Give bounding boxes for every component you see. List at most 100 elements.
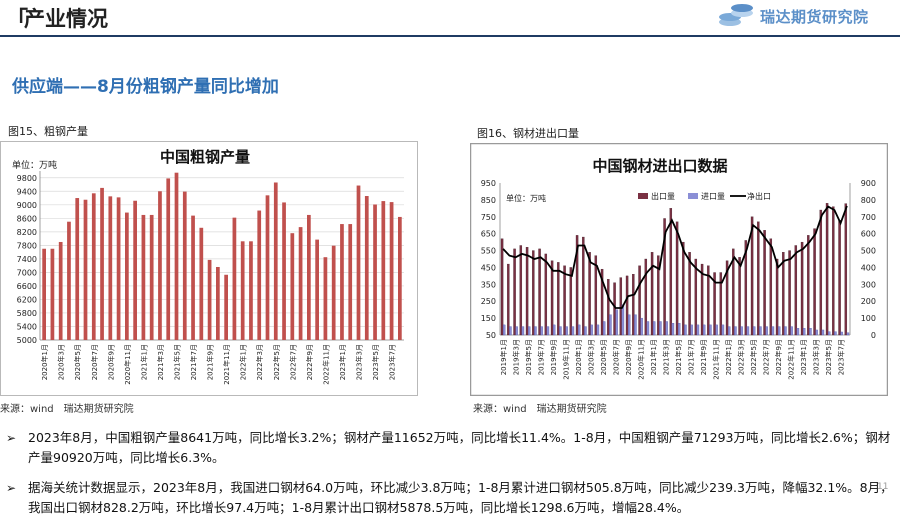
import-bar <box>509 326 512 336</box>
y-tick-label: 9000 <box>17 201 37 210</box>
export-bar <box>725 260 729 336</box>
export-bar <box>625 275 629 336</box>
bar <box>265 195 270 340</box>
export-bar <box>644 258 648 336</box>
y-tick-label: 9400 <box>17 187 37 196</box>
x-tick-label: 2019年3月 <box>512 339 521 375</box>
figure16-caption: 图16、钢材进出口量 <box>477 127 579 140</box>
import-bar <box>652 321 656 336</box>
x-tick-label: 2022年1月 <box>724 339 733 375</box>
y-tick-label: 9800 <box>17 174 37 183</box>
import-bar <box>709 324 712 336</box>
chart-title: 中国钢材进出口数据 <box>592 157 727 175</box>
export-bar <box>732 248 735 336</box>
legend-swatch <box>688 193 698 199</box>
export-bar <box>744 240 748 336</box>
bullet-text: 据海关统计数据显示，2023年8月，我国进口钢材64.0万吨，环比减少3.8万吨… <box>28 480 893 515</box>
section-header: 「 产业情况 瑞达期货研究院 <box>0 0 900 36</box>
x-tick-label: 2021年7月 <box>189 344 198 380</box>
export-bar <box>682 241 685 336</box>
import-bar <box>846 332 850 336</box>
import-bar <box>640 317 643 336</box>
import-bar <box>584 326 587 336</box>
x-tick-label: 2021年11月 <box>222 344 231 385</box>
export-bar <box>588 252 591 336</box>
export-bar <box>769 238 773 336</box>
x-tick-label: 2021年3月 <box>156 344 165 380</box>
left-y-tick-label: 850 <box>481 196 496 205</box>
left-y-tick-label: 50 <box>486 331 496 340</box>
x-tick-label: 2021年11月 <box>712 339 721 380</box>
export-bar <box>807 235 810 336</box>
x-tick-label: 2023年5月 <box>824 339 833 375</box>
import-bar <box>690 324 693 336</box>
x-tick-label: 2023年1月 <box>799 339 808 375</box>
x-tick-label: 2021年3月 <box>662 339 671 375</box>
import-bar <box>727 326 731 336</box>
bar <box>141 214 146 340</box>
legend-label: 出口量 <box>651 191 675 201</box>
bar <box>323 257 328 340</box>
export-bar <box>538 248 541 336</box>
bar <box>331 245 336 340</box>
x-tick-label: 2020年5月 <box>599 339 608 375</box>
x-tick-label: 2020年7月 <box>90 344 99 380</box>
export-bar <box>594 255 598 336</box>
bar <box>116 197 121 340</box>
import-bar <box>559 326 562 336</box>
bar <box>133 200 137 340</box>
x-tick-label: 2022年7月 <box>288 344 297 380</box>
bar <box>91 193 96 340</box>
x-tick-label: 2022年1月 <box>239 344 248 380</box>
import-bar <box>602 321 606 336</box>
export-bar <box>569 267 573 336</box>
bar <box>182 191 187 340</box>
bar <box>290 233 295 340</box>
header-rule <box>0 35 900 37</box>
x-tick-label: 2020年9月 <box>624 339 633 375</box>
import-bar <box>696 324 700 336</box>
x-tick-label: 2020年5月 <box>73 344 82 380</box>
import-bar <box>634 314 637 336</box>
export-bar <box>825 203 829 336</box>
x-tick-label: 2023年3月 <box>812 339 821 375</box>
bar <box>75 198 80 340</box>
x-tick-label: 2019年11月 <box>562 339 571 380</box>
x-tick-label: 2022年3月 <box>737 339 746 375</box>
import-bar <box>677 323 681 336</box>
import-bar <box>552 324 556 336</box>
chart-title: 中国粗钢产量 <box>160 148 250 166</box>
bar <box>257 210 262 340</box>
bar <box>174 172 179 340</box>
export-bar <box>557 262 560 336</box>
export-bar <box>638 265 641 336</box>
import-bar <box>790 326 793 336</box>
export-bar <box>713 272 716 336</box>
import-bar <box>590 324 593 336</box>
x-tick-label: 2020年3月 <box>57 344 66 380</box>
export-bar <box>600 268 604 336</box>
x-tick-label: 2019年5月 <box>524 339 533 375</box>
y-tick-label: 7800 <box>17 241 37 250</box>
y-tick-label: 5400 <box>17 322 37 331</box>
bar <box>125 212 129 340</box>
export-bar <box>738 257 741 336</box>
import-bar <box>577 324 581 336</box>
import-bar <box>565 326 568 336</box>
net-export-line <box>502 205 848 309</box>
export-bar <box>782 252 785 336</box>
export-bar <box>650 252 654 336</box>
export-bar <box>519 245 523 336</box>
x-tick-label: 2023年7月 <box>837 339 846 375</box>
bar <box>207 259 212 340</box>
x-tick-label: 2021年5月 <box>173 344 182 380</box>
unit-label: 单位：万吨 <box>506 193 546 203</box>
export-bar <box>525 247 529 336</box>
x-tick-label: 2020年11月 <box>637 339 646 380</box>
bullet-text: 2023年8月，中国粗钢产量8641万吨，同比增长3.2%；钢材产量11652万… <box>28 430 891 465</box>
left-y-tick-label: 950 <box>481 179 496 188</box>
import-bar <box>752 326 756 336</box>
import-bar <box>815 329 818 336</box>
y-tick-label: 7000 <box>17 268 37 277</box>
